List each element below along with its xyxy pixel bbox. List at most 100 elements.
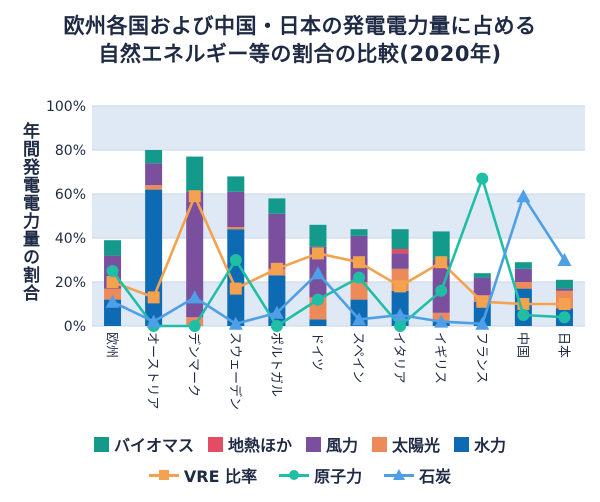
triangle-marker-icon xyxy=(393,469,406,480)
line-marker-circle xyxy=(106,265,119,277)
bar-segment xyxy=(309,319,327,326)
bar-segment xyxy=(227,227,245,230)
legend-label-biomass: バイオマス xyxy=(113,436,194,455)
bar-segment xyxy=(391,253,409,269)
legend-label-wind: 風力 xyxy=(325,436,358,455)
legend-label-nuclear: 原子力 xyxy=(314,467,363,486)
bar-segment xyxy=(514,262,532,269)
line-marker-square xyxy=(188,190,201,203)
legend-swatch-hydro xyxy=(454,436,470,452)
bar-segment xyxy=(268,213,286,269)
line-marker-circle xyxy=(229,254,242,266)
bar-segment xyxy=(473,273,491,278)
chart-plot: 0% 20% 40% 60% 80% 100% 欧州 オーストリア デンマーク スウェーデン ポルト… xyxy=(46,99,585,410)
line-marker-circle xyxy=(558,311,571,324)
bar-segment xyxy=(514,282,532,289)
line-marker-triangle xyxy=(352,312,367,326)
bar-segment xyxy=(555,279,573,289)
legend-line-nuclear xyxy=(279,468,310,482)
bar-segment xyxy=(186,191,204,318)
grid-band xyxy=(92,106,585,150)
bar-segment xyxy=(145,185,163,190)
line-marker-circle xyxy=(353,271,366,284)
bar-segment xyxy=(350,229,368,236)
line-marker-square xyxy=(147,291,160,304)
bar-segment xyxy=(104,288,122,300)
legend-label-vre-ratio: VRE 比率 xyxy=(183,467,258,486)
bar-segment xyxy=(555,288,573,291)
line-marker-square xyxy=(558,298,571,310)
legend-item-vre-ratio: VRE 比率 xyxy=(148,463,258,487)
x-tick-label: ポルトガル xyxy=(268,332,283,397)
y-tick-label: 0% xyxy=(64,319,86,335)
x-tick-label: ドイツ xyxy=(309,332,324,371)
chart-title-line1: 欧州各国および中国・日本の発電電力量に占める xyxy=(63,14,537,38)
x-tick-label: 欧州 xyxy=(104,332,119,358)
legend-item-wind: 風力 xyxy=(305,432,358,456)
square-marker-icon xyxy=(158,470,169,480)
line-marker-triangle xyxy=(105,294,120,308)
line-marker-circle xyxy=(270,320,283,332)
bar-segment xyxy=(268,198,286,214)
legend-item-geothermal: 地熱ほか xyxy=(207,432,292,456)
legend-label-solar: 太陽光 xyxy=(392,436,441,455)
legend-swatch-biomass xyxy=(93,436,109,452)
y-axis-label: 年間発電電力量の割合 xyxy=(19,122,39,302)
bar-segment xyxy=(350,282,368,300)
bar-segment xyxy=(104,240,122,256)
line-marker-square xyxy=(229,282,242,295)
circle-marker-icon xyxy=(289,470,300,480)
line-marker-triangle xyxy=(434,314,449,328)
legend-item-hydro: 水力 xyxy=(454,432,506,456)
x-tick-label: イタリア xyxy=(391,332,406,383)
bar-segment xyxy=(186,156,204,192)
line-marker-circle xyxy=(311,293,324,306)
line-marker-circle xyxy=(394,320,407,332)
bar-segment xyxy=(309,224,327,247)
line-marker-square xyxy=(476,295,489,308)
x-tick-label: スペイン xyxy=(350,332,365,383)
line-marker-triangle xyxy=(557,253,572,266)
chart-title-line2: 自然エネルギー等の割合の比較(2020年) xyxy=(98,42,502,66)
legend-row-lines: VRE 比率 原子力 石炭 xyxy=(0,463,600,487)
y-tick-label: 80% xyxy=(55,143,86,159)
line-marker-circle xyxy=(517,309,530,321)
x-tick-label: フランス xyxy=(473,332,488,384)
bar-segment xyxy=(432,231,450,260)
line-marker-square xyxy=(270,262,283,275)
y-tick-label: 60% xyxy=(55,187,86,203)
x-tick-label: 中国 xyxy=(514,332,529,358)
grid-band xyxy=(92,194,585,238)
line-marker-triangle xyxy=(516,189,531,203)
line-marker-square xyxy=(311,247,324,260)
legend-item-biomass: バイオマス xyxy=(93,432,194,456)
legend-swatch-geothermal xyxy=(207,436,223,452)
line-marker-triangle xyxy=(146,314,161,328)
bar-segment xyxy=(145,163,163,186)
x-tick-label: 日本 xyxy=(555,332,570,358)
line-marker-circle xyxy=(435,284,448,297)
line-marker-triangle xyxy=(393,308,408,321)
legend-swatch-solar xyxy=(372,436,387,452)
bar-segment xyxy=(145,150,163,164)
bar-segment xyxy=(227,229,245,326)
bar-segment xyxy=(391,249,409,254)
x-tick-label: イギリス xyxy=(432,332,447,384)
y-tick-label: 100% xyxy=(46,99,86,115)
legend-swatch-wind xyxy=(305,436,321,452)
y-tick-label: 20% xyxy=(55,275,86,291)
line-series xyxy=(111,194,566,326)
line-marker-triangle xyxy=(187,290,202,304)
x-tick-label: スウェーデン xyxy=(227,332,243,410)
legend-label-coal: 石炭 xyxy=(419,467,452,486)
bar-segment xyxy=(145,189,163,326)
line-marker-square xyxy=(353,256,366,269)
line-series xyxy=(111,177,565,328)
x-tick-label: オーストリア xyxy=(145,332,160,409)
legend-item-coal: 石炭 xyxy=(384,463,451,487)
x-tick-label: デンマーク xyxy=(186,332,202,397)
line-marker-triangle xyxy=(269,305,284,319)
line-marker-square xyxy=(106,276,119,288)
line-marker-triangle xyxy=(310,266,325,280)
